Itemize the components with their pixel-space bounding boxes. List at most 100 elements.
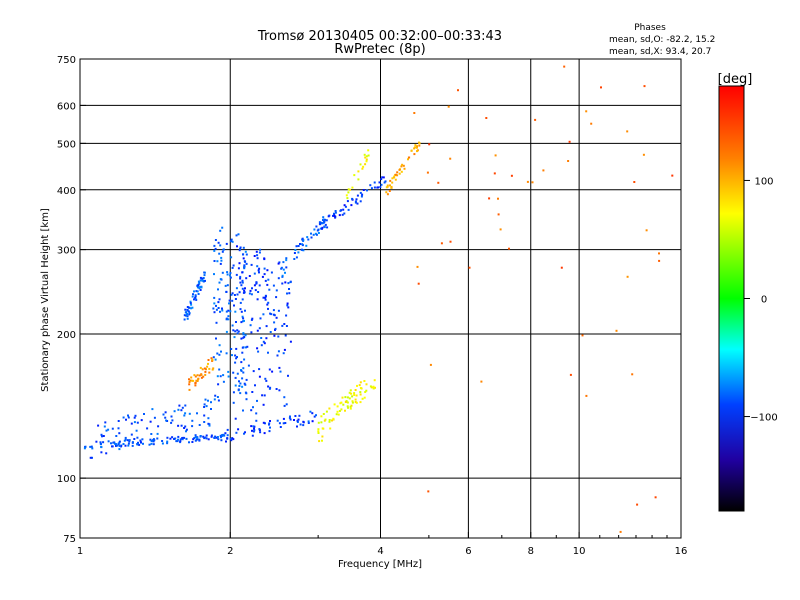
data-point [338,410,341,412]
data-point [226,284,229,287]
data-point [170,415,173,418]
data-point [264,279,267,282]
data-point [192,293,194,296]
data-point [269,426,271,429]
data-point [315,233,318,236]
data-point [341,213,344,216]
data-point [324,418,327,421]
data-point [170,421,173,424]
data-point [373,379,376,382]
data-point [328,420,331,423]
data-point [89,456,92,459]
data-point [322,216,325,219]
data-point [281,274,284,277]
data-point [285,259,288,262]
data-point [658,259,661,262]
data-point [235,357,238,360]
data-point [437,181,440,184]
data-point [196,290,199,293]
data-point [567,160,570,162]
data-point [295,256,298,259]
data-point [149,420,152,423]
data-point [293,258,296,260]
data-point [383,181,386,184]
data-point [204,436,207,439]
data-point [374,386,376,389]
data-point [372,387,375,390]
data-point [115,435,118,437]
data-point [130,433,133,436]
data-point [231,266,234,269]
data-point [230,238,233,241]
data-point [245,253,248,256]
data-point [103,425,106,428]
data-point [118,440,121,443]
data-point [369,385,372,388]
data-point [197,284,200,286]
chart-title: Tromsø 20130405 00:32:00–00:33:43 [257,29,502,44]
data-point [242,346,245,349]
data-point [264,295,267,298]
data-point [203,437,206,440]
data-point [236,245,238,248]
data-point [365,383,368,386]
data-point [217,288,219,291]
data-point [150,433,153,435]
data-point [241,298,244,301]
data-point [187,310,190,313]
data-point [258,267,261,270]
data-point [218,353,221,356]
data-point [228,302,230,305]
data-point [256,254,259,257]
data-point [207,422,210,425]
data-point [200,286,203,289]
data-point [398,168,401,171]
data-point [251,317,254,320]
data-point [268,387,271,390]
data-point [234,298,237,300]
data-point [230,439,233,442]
data-point [234,361,237,364]
data-point [320,421,323,424]
data-point [391,181,394,184]
data-point [251,287,253,290]
data-point [227,375,230,378]
data-point [277,277,280,280]
data-point [137,441,139,444]
data-point [569,373,572,376]
data-point [105,429,108,432]
data-point [271,370,274,373]
data-point [232,329,235,332]
data-point [268,422,271,425]
data-point [258,271,260,274]
data-point [384,180,387,183]
data-point [361,397,364,400]
data-point [302,421,305,424]
data-point [289,415,291,418]
data-point [273,314,276,317]
data-point [416,150,418,153]
data-point [262,296,265,299]
data-point [231,299,234,302]
data-point [357,178,360,181]
data-point [272,309,275,312]
data-point [418,144,421,147]
data-point [221,226,224,229]
data-point [120,444,123,447]
data-point [193,290,195,293]
data-point [313,415,316,418]
data-point [194,382,197,385]
data-point [568,140,571,143]
colorbar-ticks: 100 0 −100 [744,176,778,424]
data-point [99,442,102,445]
data-point [213,436,216,439]
data-point [323,226,326,229]
data-point [263,258,266,261]
data-point [219,278,222,281]
data-point [273,334,276,337]
data-point [263,394,266,397]
data-point [256,329,259,332]
data-point [243,264,246,267]
data-point [229,276,232,279]
y-ticks: 75 100 200 300 400 500 600 750 [57,55,86,545]
